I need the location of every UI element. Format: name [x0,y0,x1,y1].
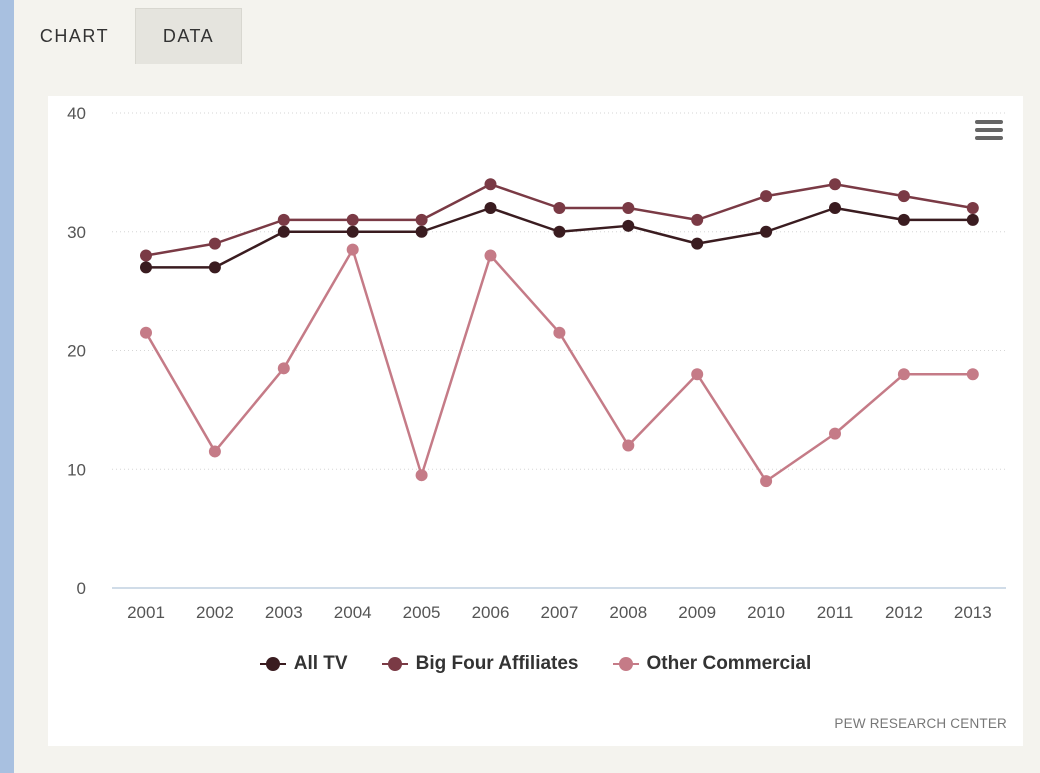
legend-item-other-commercial[interactable]: Other Commercial [612,653,812,675]
x-tick-label-2013: 2013 [954,603,992,622]
series-line-other-commercial [144,248,973,483]
point-big-four-affiliates-2012 [897,190,910,203]
point-other-commercial-2009 [691,368,704,381]
chart-card: 0 10 20 30 40 2001 2002 2003 2004 2005 2006 2007 200… [48,96,1023,746]
point-big-four-affiliates-2013 [966,202,979,214]
x-tick-label-2008: 2008 [609,603,647,622]
point-other-commercial-2013 [966,368,979,381]
point-other-commercial-2006 [484,249,497,262]
point-big-four-affiliates-2007 [553,202,566,214]
x-tick-label-2003: 2003 [265,603,303,622]
point-other-commercial-2004 [346,243,359,256]
point-big-four-affiliates-2006 [484,178,497,191]
point-other-commercial-2012 [897,368,910,381]
point-all-tv-2008 [622,219,635,232]
legend-label-other-commercial: Other Commercial [646,653,812,674]
point-all-tv-2012 [897,213,910,226]
legend-swatch-all-tv [259,657,286,671]
point-big-four-affiliates-2005 [415,213,428,226]
point-all-tv-2001 [140,261,152,274]
point-other-commercial-2011 [829,427,841,440]
hamburger-menu-icon[interactable] [975,120,1003,144]
series-line-big-four-affiliates [145,183,974,257]
point-all-tv-2010 [760,225,773,238]
line-chart: 0 10 20 30 40 2001 2002 2003 2004 2005 2006 2007 200… [67,104,1006,622]
x-tick-label-2012: 2012 [885,603,923,622]
legend-label-all-tv: All TV [293,653,348,674]
point-big-four-affiliates-2011 [829,178,841,191]
y-tick-label-20: 20 [67,342,86,361]
x-tick-label-2001: 2001 [127,603,165,622]
tab-chart[interactable]: CHART [14,8,135,64]
x-tick-label-2005: 2005 [403,603,441,622]
point-all-tv-2009 [691,237,704,250]
point-all-tv-2006 [484,202,497,214]
left-edge-strip [0,0,14,773]
legend-swatch-big-four-affiliates [381,657,408,671]
point-all-tv-2002 [208,261,221,274]
point-all-tv-2011 [829,202,841,214]
x-tick-label-2011: 2011 [817,603,854,622]
legend: All TV Big Four Affiliates Other Commerc… [48,649,1023,679]
point-big-four-affiliates-2002 [208,237,221,250]
point-other-commercial-2002 [208,445,221,458]
point-big-four-affiliates-2001 [140,249,152,262]
x-tick-label-2010: 2010 [747,603,785,622]
source-credit: PEW RESEARCH CENTER [834,716,1007,731]
point-other-commercial-2005 [415,469,428,482]
y-tick-label-30: 30 [67,223,86,242]
point-big-four-affiliates-2009 [691,213,704,226]
legend-label-big-four-affiliates: Big Four Affiliates [415,653,579,674]
x-tick-label-2007: 2007 [540,603,578,622]
point-other-commercial-2010 [760,475,773,488]
y-tick-label-0: 0 [77,579,86,598]
point-all-tv-2005 [415,225,428,238]
point-big-four-affiliates-2008 [622,202,635,214]
y-tick-label-40: 40 [67,104,86,123]
point-big-four-affiliates-2010 [760,190,773,203]
point-all-tv-2007 [553,225,566,238]
x-tick-label-2002: 2002 [196,603,234,622]
point-other-commercial-2007 [553,326,566,339]
legend-swatch-other-commercial [612,657,639,671]
point-all-tv-2004 [346,225,359,238]
point-big-four-affiliates-2003 [277,213,290,226]
point-other-commercial-2001 [140,326,152,339]
point-other-commercial-2003 [277,362,290,375]
x-tick-label-2009: 2009 [678,603,716,622]
point-all-tv-2003 [277,225,290,238]
x-tick-label-2004: 2004 [334,603,372,622]
x-tick-label-2006: 2006 [472,603,510,622]
legend-item-all-tv[interactable]: All TV [259,653,348,675]
tab-bar: CHART DATA [14,0,1040,64]
point-other-commercial-2008 [622,439,635,452]
legend-item-big-four-affiliates[interactable]: Big Four Affiliates [381,653,579,675]
tab-data[interactable]: DATA [135,8,242,64]
point-all-tv-2013 [966,213,979,226]
point-big-four-affiliates-2004 [346,213,359,226]
y-tick-label-10: 10 [67,460,86,479]
